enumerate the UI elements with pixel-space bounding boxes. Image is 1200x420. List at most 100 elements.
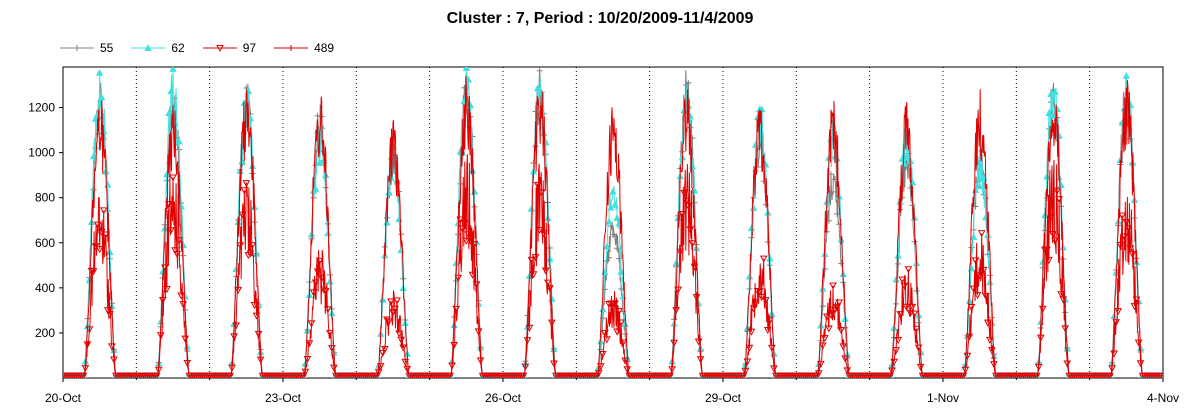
series-marker [684,203,693,211]
series-marker [462,237,471,245]
series-marker [973,292,982,300]
series-marker [975,182,984,190]
series-marker [234,286,243,294]
series-marker [389,309,397,317]
series-marker [1061,325,1070,333]
legend-item: 97 [202,41,257,55]
legend-label: 62 [171,41,185,55]
series-marker [833,304,841,312]
x-tick-label: 29-Oct [705,391,742,405]
series-marker [236,242,245,250]
series-marker [531,254,540,262]
series-marker [981,292,990,300]
series-marker [163,170,171,178]
series-marker [839,343,848,351]
series-marker [525,324,534,332]
series-marker [830,188,836,195]
series-marker [163,286,171,294]
series-marker [688,240,697,248]
series-marker [904,266,913,274]
series-marker [393,297,401,305]
series-marker [541,267,550,275]
series-marker [454,274,463,282]
series-marker [169,67,177,72]
series-marker [965,333,974,341]
series-marker [1047,214,1055,222]
series-marker [965,297,974,304]
series-marker [990,361,998,369]
series-marker [827,311,835,319]
series-marker [977,230,986,238]
series-marker [825,325,833,333]
series-marker [1049,231,1057,239]
series-marker [326,329,334,337]
legend-swatch [60,45,94,51]
series-marker [619,339,628,347]
legend: 55 62 97 489 [60,40,352,56]
series-marker [601,330,609,338]
series-marker [103,307,112,315]
legend-item: 62 [131,41,185,55]
series-marker [680,189,689,198]
series-marker [678,211,687,219]
series-marker [399,344,408,352]
series-marker [1043,246,1051,254]
series-marker [464,75,473,83]
series-marker [527,205,536,212]
series-marker [759,255,768,263]
series-marker [546,255,554,262]
x-tick-label: 4-Nov [1147,391,1179,405]
series-marker [841,355,850,363]
series-marker [1122,219,1131,227]
series-marker [1114,308,1123,316]
series-marker [181,292,189,300]
series-marker [387,298,395,306]
series-marker [309,289,318,297]
series-marker [458,225,467,233]
series-marker [246,250,255,258]
series-marker [167,227,175,235]
series-marker [969,285,978,293]
series-marker [250,302,259,310]
y-tick-label: 200 [35,326,55,340]
series-marker [986,278,994,286]
series-marker [747,224,756,232]
series-marker [537,189,546,197]
series-marker [314,112,321,119]
series-marker [323,306,332,314]
series-marker [98,93,106,101]
series-marker [611,200,619,208]
series-marker [906,310,915,318]
legend-label: 97 [242,41,257,55]
series-marker [766,317,774,325]
series-marker [311,279,320,287]
series-marker [89,152,98,160]
series-marker [609,187,617,195]
series-marker [252,249,261,257]
series-marker [533,84,542,92]
series-marker [313,268,322,276]
series-marker [603,336,611,344]
series-marker [829,282,837,290]
series-marker [1057,291,1065,299]
series-marker [144,44,153,51]
series-marker [617,267,625,275]
legend-item: 55 [60,41,113,55]
series-marker [317,275,326,283]
series-marker [603,242,611,250]
series-marker [819,284,827,292]
series-marker [539,230,548,238]
series-marker [614,245,621,252]
series-marker [169,174,177,182]
series-marker [682,197,691,205]
series-marker [1051,237,1059,245]
series-marker [466,237,475,245]
series-marker [594,370,603,378]
series-marker [823,313,831,321]
series-marker [835,299,843,307]
y-tick-label: 1200 [28,101,55,115]
series-marker [613,328,621,336]
series-marker [95,69,104,76]
series-marker [894,336,903,345]
series-marker [621,357,630,365]
